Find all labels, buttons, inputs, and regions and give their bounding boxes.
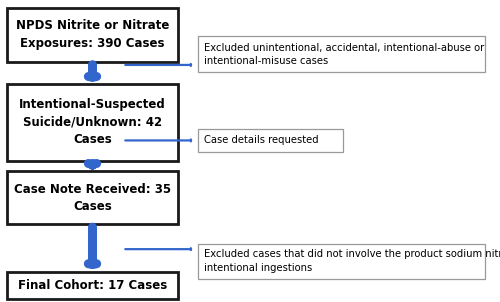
FancyBboxPatch shape [8,172,177,224]
Text: Excluded cases that did not involve the product sodium nitrite or were not
inten: Excluded cases that did not involve the … [204,249,500,273]
FancyBboxPatch shape [8,8,177,62]
Text: Final Cohort: 17 Cases: Final Cohort: 17 Cases [18,279,167,292]
FancyBboxPatch shape [198,36,485,72]
Text: Case Note Received: 35
Cases: Case Note Received: 35 Cases [14,183,171,213]
Text: Excluded unintentional, accidental, intentional-abuse or
intentional-misuse case: Excluded unintentional, accidental, inte… [204,43,484,66]
FancyBboxPatch shape [8,272,177,299]
Text: Intentional-Suspected
Suicide/Unknown: 42
Cases: Intentional-Suspected Suicide/Unknown: 4… [19,98,166,146]
Text: Case details requested: Case details requested [204,135,318,146]
FancyBboxPatch shape [198,244,485,278]
FancyBboxPatch shape [198,129,342,152]
Text: NPDS Nitrite or Nitrate
Exposures: 390 Cases: NPDS Nitrite or Nitrate Exposures: 390 C… [16,20,169,50]
FancyBboxPatch shape [8,84,177,161]
